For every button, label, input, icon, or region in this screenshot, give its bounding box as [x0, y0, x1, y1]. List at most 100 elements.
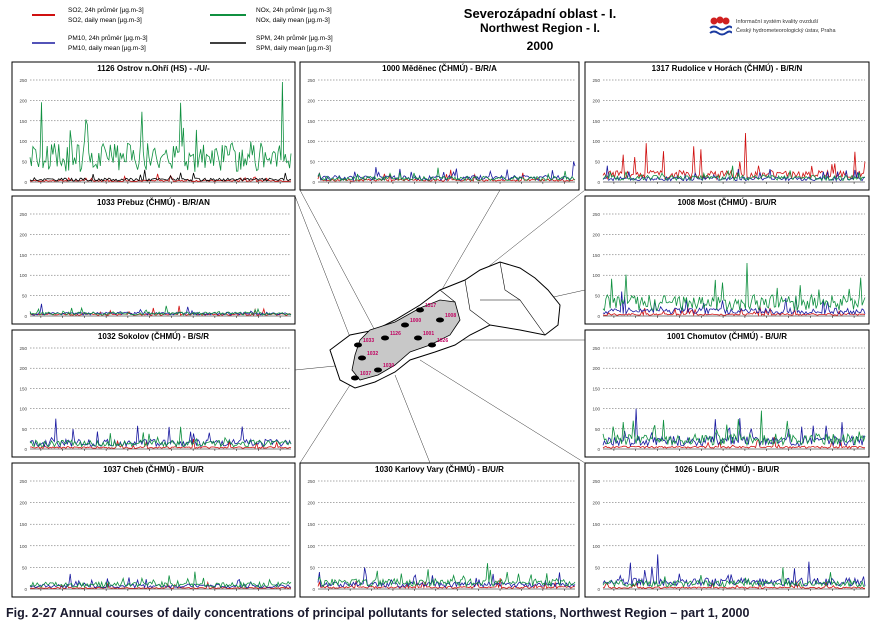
station-label: 1317 — [425, 303, 436, 309]
y-tick-label: 0 — [312, 587, 315, 592]
chart-panel-6: 1032 Sokolov (ČHMÚ) - B/S/R 0 50 100 150 200 2… — [11, 329, 296, 458]
station-marker — [351, 375, 359, 381]
y-tick-label: 50 — [22, 294, 28, 299]
series-line-pm10 — [602, 554, 866, 587]
chart-title: 1126 Ostrov n.Ohří (HS) - -/U/- — [97, 64, 210, 73]
y-tick-label: 200 — [19, 232, 27, 237]
series-line-pm10 — [317, 567, 576, 589]
title-en: Northwest Region - I. — [480, 21, 600, 35]
station-label: 1033 — [363, 338, 374, 344]
station-label: 1008 — [445, 313, 456, 319]
station-label: 1001 — [423, 331, 434, 337]
station-label: 1030 — [383, 363, 394, 369]
chart-panel-2: 1000 Měděnec (ČHMÚ) - B/R/A 0 50 100 150 200 2… — [299, 61, 580, 191]
chart-title: 1000 Měděnec (ČHMÚ) - B/R/A — [382, 64, 497, 73]
y-tick-label: 50 — [595, 294, 601, 299]
y-tick-label: 150 — [19, 119, 27, 124]
y-tick-label: 100 — [19, 544, 27, 549]
y-tick-label: 0 — [597, 447, 600, 452]
chart-title: 1317 Rudolice v Horách (ČHMÚ) - B/R/N — [652, 64, 803, 73]
chart-panel-5: 1008 Most (ČHMÚ) - B/U/R 0 50 100 150 200 250 — [584, 195, 870, 325]
y-tick-label: 200 — [307, 98, 315, 103]
y-tick-label: 250 — [307, 479, 315, 484]
chart-panel-4: 1033 Přebuz (ČHMÚ) - B/R/AN 0 50 100 150 200 2… — [11, 195, 296, 325]
institute-text: Informační systém kvality ovzduší Český … — [736, 18, 836, 36]
y-tick-label: 150 — [19, 253, 27, 258]
station-marker — [414, 335, 422, 341]
chmi-logo-icon — [709, 16, 732, 36]
y-tick-label: 0 — [24, 447, 27, 452]
series-line-nox — [602, 165, 866, 182]
y-tick-label: 100 — [592, 544, 600, 549]
station-marker — [374, 367, 382, 373]
y-tick-label: 50 — [595, 160, 601, 165]
chart-title: 1033 Přebuz (ČHMÚ) - B/R/AN — [97, 198, 210, 207]
y-tick-label: 50 — [595, 565, 601, 570]
station-label: 1032 — [367, 351, 378, 357]
chart-frame — [584, 61, 870, 191]
region-map — [294, 189, 586, 464]
y-tick-label: 250 — [19, 212, 27, 217]
y-tick-label: 200 — [19, 366, 27, 371]
chart-panel-10: 1026 Louny (ČHMÚ) - B/U/R 0 50 100 150 200 250 — [584, 462, 870, 598]
station-marker — [436, 317, 444, 323]
y-tick-label: 150 — [307, 119, 315, 124]
y-tick-label: 150 — [592, 386, 600, 391]
y-tick-label: 0 — [24, 587, 27, 592]
map-connector-line — [419, 359, 586, 464]
legend-entry-so2: SO2, 24h průměr [µg.m-3] SO2, daily mean… — [32, 6, 144, 24]
chart-title: 1026 Louny (ČHMÚ) - B/U/R — [675, 465, 780, 474]
legend-entry-spm: SPM, 24h průměr [µg.m-3] SPM, daily mean… — [210, 34, 333, 52]
chart-title: 1030 Karlovy Vary (ČHMÚ) - B/U/R — [375, 465, 504, 474]
series-line-so2 — [317, 169, 576, 182]
series-line-nox — [29, 305, 292, 316]
series-line-spm — [29, 169, 292, 182]
series-line-pm10 — [602, 408, 866, 447]
y-tick-label: 250 — [592, 346, 600, 351]
y-tick-label: 50 — [22, 565, 28, 570]
legend-nox-cz: NOx, 24h průměr [µg.m-3] — [256, 6, 332, 14]
y-tick-label: 200 — [19, 501, 27, 506]
chart-title: 1032 Sokolov (ČHMÚ) - B/S/R — [98, 332, 209, 341]
y-tick-label: 250 — [592, 212, 600, 217]
legend-so2-cz: SO2, 24h průměr [µg.m-3] — [68, 6, 144, 14]
series-line-nox — [602, 410, 866, 447]
figure-caption: Fig. 2-27 Annual courses of daily concen… — [6, 606, 750, 620]
y-tick-label: 150 — [19, 522, 27, 527]
y-tick-label: 100 — [19, 273, 27, 278]
series-line-so2 — [602, 436, 866, 449]
station-marker — [381, 335, 389, 341]
station-marker — [354, 342, 362, 348]
legend-so2-en: SO2, daily mean [µg.m-3] — [68, 17, 142, 24]
station-label: 1000 — [410, 318, 421, 324]
chart-frame — [584, 462, 870, 598]
chart-title: 1008 Most (ČHMÚ) - B/U/R — [677, 198, 776, 207]
chart-title: 1037 Cheb (ČHMÚ) - B/U/R — [103, 465, 204, 474]
chart-frame — [299, 462, 580, 598]
y-tick-label: 150 — [592, 253, 600, 258]
series-line-pm10 — [29, 303, 292, 316]
y-tick-label: 200 — [592, 366, 600, 371]
series-line-nox — [602, 567, 866, 589]
series-line-nox — [29, 426, 292, 448]
institute-line-1: Informační systém kvality ovzduší — [736, 19, 819, 25]
station-marker — [428, 342, 436, 348]
series-line-so2 — [602, 305, 866, 317]
series-line-so2 — [29, 438, 292, 450]
chart-title: 1001 Chomutov (ČHMÚ) - B/U/R — [667, 332, 787, 341]
y-tick-label: 0 — [597, 180, 600, 185]
legend-entry-nox: NOx, 24h průměr [µg.m-3] NOx, daily mean… — [210, 6, 332, 24]
legend-entry-pm10: PM10, 24h průměr [µg.m-3] PM10, daily me… — [32, 34, 148, 52]
series-line-nox — [29, 81, 292, 172]
district-border — [464, 279, 491, 326]
y-tick-label: 250 — [592, 78, 600, 83]
y-tick-label: 250 — [19, 78, 27, 83]
y-tick-label: 100 — [592, 273, 600, 278]
y-tick-label: 50 — [595, 427, 601, 432]
y-tick-label: 100 — [307, 544, 315, 549]
chart-frame — [11, 462, 296, 598]
legend-pm10-en: PM10, daily mean [µg.m-3] — [68, 45, 146, 52]
y-tick-label: 0 — [597, 314, 600, 319]
series-line-pm10 — [602, 291, 866, 316]
map-connector-line — [294, 195, 356, 351]
